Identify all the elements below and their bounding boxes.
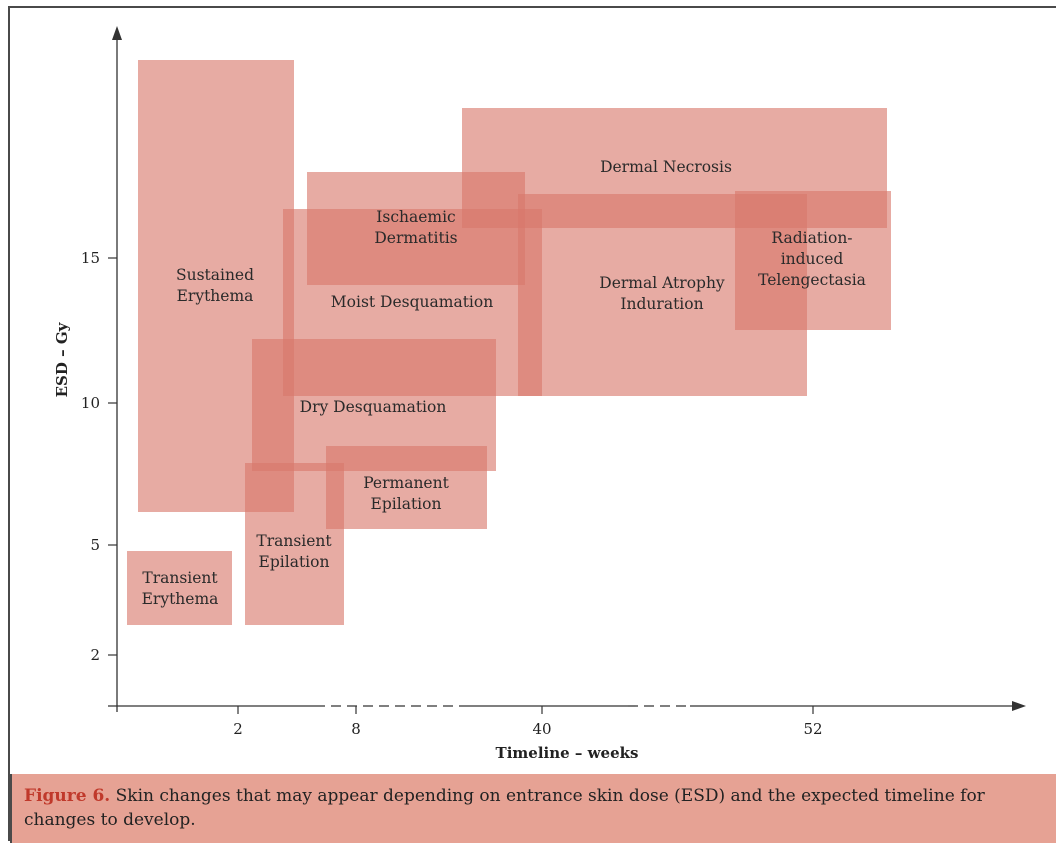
y-axis-label: ESD – Gy [53,321,71,397]
x-tick-label: 52 [803,720,822,738]
figure-caption: Figure 6. Skin changes that may appear d… [10,774,1056,843]
figure-frame [8,6,1056,841]
y-tick-label: 2 [90,646,100,664]
y-tick-label: 5 [90,536,100,554]
axes-layer [108,26,1026,712]
caption-label: Figure 6. [24,786,111,806]
box-radiation-induced-telengectasia [735,191,891,330]
x-axis-arrow [1012,701,1026,711]
y-axis-arrow [112,26,122,40]
x-axis-label: Timeline – weeks [496,744,639,762]
y-tick-label: 10 [81,394,100,412]
label-transient-epilation: Transient Epilation [256,532,332,571]
label-dermal-atrophy-induration: Dermal Atrophy Induration [599,274,725,313]
label-permanent-epilation: Permanent Epilation [363,474,449,513]
box-layer [127,60,891,625]
label-dry-desquamation: Dry Desquamation [300,398,447,416]
label-radiation-induced-telengectasia: Radiation-induced Telengectasia [758,229,866,289]
box-transient-erythema [127,551,232,625]
caption-text: Skin changes that may appear depending o… [24,786,985,830]
esd-timeline-chart: Sustained Erythema Transient Erythema Transi… [53,26,1026,762]
x-tick-label: 40 [532,720,551,738]
label-sustained-erythema: Sustained Erythema [176,266,254,305]
label-transient-erythema: Transient Erythema [142,569,219,608]
x-tick-label: 8 [351,720,361,738]
y-tick-label: 15 [81,249,100,267]
x-tick-label: 2 [233,720,243,738]
label-layer: Sustained Erythema Transient Erythema Transi… [142,158,866,608]
label-moist-desquamation: Moist Desquamation [331,293,493,311]
label-ischaemic-dermatitis: Ischaemic Dermatitis [374,208,457,247]
label-dermal-necrosis: Dermal Necrosis [600,158,732,176]
